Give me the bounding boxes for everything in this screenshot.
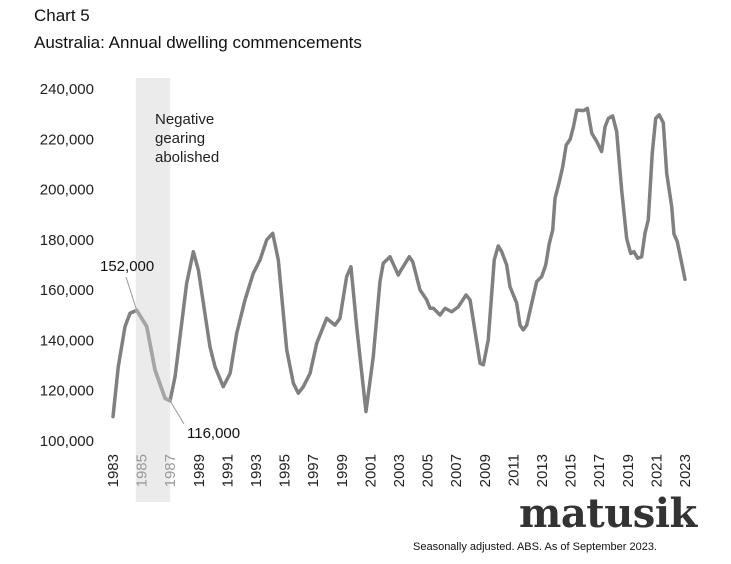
x-tick-label: 2017 <box>591 454 608 487</box>
x-tick-label: 1985 <box>134 454 151 487</box>
matusik-logo: matusik <box>519 490 697 537</box>
x-tick-label: 2021 <box>648 454 665 487</box>
y-tick-label: 180,000 <box>40 232 94 249</box>
x-axis: 1983 1985 1987 1989 1991 1993 1995 1997 1999 2001… <box>105 454 694 487</box>
x-tick-label: 2019 <box>620 454 637 487</box>
x-tick-label: 2015 <box>563 454 580 487</box>
footnote: Seasonally adjusted. ABS. As of Septembe… <box>413 541 657 553</box>
shaded-period-label-line: gearing <box>155 130 205 147</box>
y-tick-label: 100,000 <box>40 433 94 450</box>
y-tick-label: 220,000 <box>40 131 94 148</box>
x-tick-label: 1983 <box>105 454 122 487</box>
x-tick-label: 1993 <box>248 454 265 487</box>
shaded-period-band <box>135 78 171 502</box>
x-tick-label: 1989 <box>191 454 208 487</box>
x-tick-label: 1997 <box>305 454 322 487</box>
x-tick-label: 2023 <box>677 454 694 487</box>
chart-title: Chart 5 <box>34 6 90 25</box>
annotation-leader-line <box>169 400 185 425</box>
y-tick-label: 200,000 <box>40 182 94 199</box>
x-tick-label: 2009 <box>477 454 494 487</box>
y-tick-label: 120,000 <box>40 383 94 400</box>
annotations: 152,000 116,000 <box>100 258 240 442</box>
chart-subtitle: Australia: Annual dwelling commencements <box>34 33 362 52</box>
annotation-leader-line <box>125 276 138 311</box>
x-tick-label: 2011 <box>505 454 522 486</box>
x-tick-label: 2003 <box>391 454 408 487</box>
y-tick-label: 240,000 <box>40 81 94 98</box>
x-tick-label: 1991 <box>219 454 236 487</box>
annotation-label: 152,000 <box>100 258 154 275</box>
shaded-period-label-line: abolished <box>155 149 219 166</box>
series-line-highlight <box>134 308 172 403</box>
x-tick-label: 1987 <box>162 454 179 487</box>
x-tick-label: 2001 <box>362 454 379 487</box>
annotation-label: 116,000 <box>187 425 240 442</box>
shaded-period-label-line: Negative <box>155 111 214 128</box>
y-axis: 100,000 120,000 140,000 160,000 180,000 200,0… <box>40 81 94 450</box>
x-tick-label: 2013 <box>534 454 551 487</box>
y-tick-label: 140,000 <box>40 332 94 349</box>
y-tick-label: 160,000 <box>40 282 94 299</box>
x-tick-label: 1999 <box>334 454 351 487</box>
x-tick-label: 2005 <box>420 454 437 487</box>
x-tick-label: 1995 <box>277 454 294 487</box>
series-line <box>111 106 687 419</box>
shaded-period-label: Negative gearing abolished <box>155 111 219 166</box>
x-tick-label: 2007 <box>448 454 465 487</box>
